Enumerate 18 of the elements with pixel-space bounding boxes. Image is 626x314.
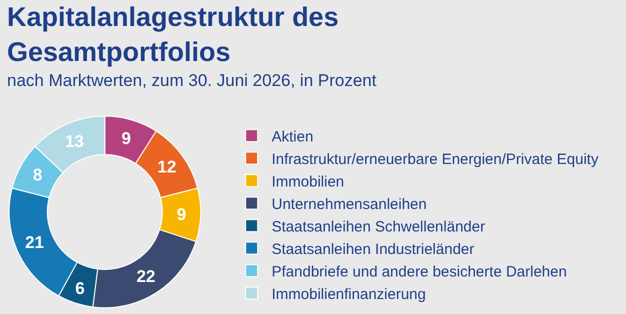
legend-label: Pfandbriefe und andere besicherte Darlehen (272, 263, 567, 280)
legend-label: Infrastruktur/erneuerbare Energien/Private Equity (272, 150, 599, 168)
data-label: 6 (75, 279, 85, 298)
data-label: 12 (157, 157, 176, 176)
legend-label: Immobilien (272, 173, 344, 190)
data-label: 13 (64, 132, 84, 152)
data-label: 21 (25, 232, 44, 252)
legend-label: Immobilienfinanzierung (272, 286, 426, 303)
data-label: 9 (121, 128, 131, 148)
legend-label: Aktien (272, 128, 314, 146)
chart-subtitle: nach Marktwerten, zum 30. Juni 2026, in Prozent (7, 71, 377, 90)
legend-label: Staatsanleihen Industrieländer (272, 240, 474, 258)
data-label: 22 (136, 267, 156, 286)
data-label: 8 (32, 166, 42, 184)
legend-label: Unternehmensanleihen (272, 196, 427, 213)
data-label: 9 (176, 204, 186, 224)
chart-title: Kapitalanlagestruktur des Gesamtportfolios (7, 2, 339, 68)
legend-label: Staatsanleihen Schwellenländer (272, 218, 486, 236)
